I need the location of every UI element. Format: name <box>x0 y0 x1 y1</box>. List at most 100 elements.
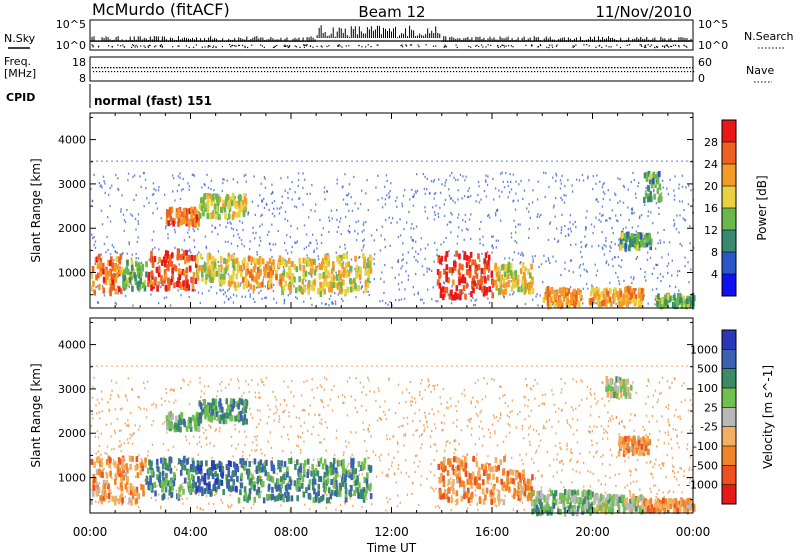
scatter-cell <box>179 172 181 175</box>
scatter-cell <box>647 215 649 218</box>
echo-cell <box>237 281 240 288</box>
nsearch-dot <box>348 45 350 47</box>
freq-dot <box>689 67 691 69</box>
scatter-cell <box>287 294 290 297</box>
scatter-cell <box>373 257 375 261</box>
scatter-cell <box>605 237 607 240</box>
scatter-cell <box>163 296 166 300</box>
scatter-cell <box>568 269 570 273</box>
freq-dot <box>389 67 391 69</box>
scatter-cell <box>539 294 541 297</box>
scatter-cell <box>343 451 345 454</box>
nsearch-dot <box>284 45 286 48</box>
scatter-cell <box>673 414 676 417</box>
echo-cell <box>139 278 143 285</box>
scatter-cell <box>340 297 343 301</box>
range-gate-dot <box>451 160 453 162</box>
freq-dot <box>401 67 403 69</box>
freq-dot <box>359 67 361 69</box>
echo-cell <box>519 268 523 275</box>
echo-cell <box>108 287 112 294</box>
scatter-cell <box>193 239 195 242</box>
scatter-cell <box>591 187 594 191</box>
scatter-cell <box>427 379 430 383</box>
scatter-cell <box>449 477 452 480</box>
scatter-cell <box>101 223 104 226</box>
scatter-cell <box>264 285 266 288</box>
scatter-cell <box>687 261 689 264</box>
echo-cell <box>255 272 258 279</box>
scatter-cell <box>486 462 488 465</box>
scatter-cell <box>412 204 415 207</box>
scatter-cell <box>208 289 210 292</box>
scatter-cell <box>434 427 437 430</box>
scatter-cell <box>564 184 566 188</box>
scatter-cell <box>431 298 433 301</box>
scatter-cell <box>104 191 106 194</box>
scatter-cell <box>233 252 235 256</box>
scatter-cell <box>325 302 327 306</box>
freq-dot <box>584 67 586 69</box>
echo-cell <box>338 288 342 295</box>
scatter-cell <box>673 198 676 201</box>
scatter-cell <box>386 434 388 437</box>
scatter-cell <box>398 298 400 302</box>
freq-dot <box>194 67 196 69</box>
echo-cell <box>281 289 284 296</box>
scatter-cell <box>254 300 256 304</box>
nave-dot <box>114 71 116 73</box>
scatter-cell <box>326 426 328 429</box>
nsearch-dot <box>209 45 211 48</box>
scatter-cell <box>443 282 446 285</box>
scatter-cell <box>95 452 97 455</box>
echo-cell <box>288 269 292 276</box>
scatter-cell <box>427 243 429 246</box>
scatter-cell <box>182 502 184 505</box>
scatter-cell <box>508 431 511 434</box>
nsearch-dot <box>120 45 122 47</box>
echo-cell <box>211 276 214 283</box>
scatter-cell <box>448 220 451 224</box>
scatter-cell <box>464 179 466 182</box>
scatter-cell <box>397 467 399 470</box>
echo-cell <box>567 302 571 309</box>
echo-cell <box>191 209 195 216</box>
echo-cell <box>608 296 612 303</box>
scatter-cell <box>426 177 429 181</box>
scatter-cell <box>105 251 107 254</box>
scatter-cell <box>127 419 129 422</box>
scatter-cell <box>560 273 562 277</box>
scatter-cell <box>254 449 256 452</box>
scatter-cell <box>180 189 183 192</box>
scatter-cell <box>542 171 545 174</box>
echo-cell <box>322 272 325 279</box>
freq-dot <box>221 67 223 69</box>
echo-cell <box>562 295 566 302</box>
nsearch-dot <box>499 46 502 48</box>
scatter-cell <box>464 394 466 397</box>
nsearch-dot <box>539 44 542 46</box>
echo-cell <box>666 293 670 300</box>
scatter-cell <box>682 217 684 220</box>
freq-dot <box>446 67 448 69</box>
scatter-cell <box>499 412 502 415</box>
scatter-cell <box>597 200 599 203</box>
scatter-cell <box>492 246 494 250</box>
scatter-cell <box>117 393 119 397</box>
range-gate-dot <box>241 160 243 162</box>
scatter-cell <box>538 444 540 447</box>
freq-dot <box>488 67 490 69</box>
scatter-cell <box>232 178 235 181</box>
scatter-cell <box>415 225 418 228</box>
scatter-cell <box>630 276 632 279</box>
echo-cell <box>505 273 508 280</box>
freq-dot <box>506 67 508 69</box>
scatter-cell <box>188 235 191 239</box>
nave-dot <box>483 71 485 73</box>
scatter-cell <box>244 173 247 176</box>
scatter-cell <box>687 203 690 206</box>
scatter-cell <box>276 408 279 411</box>
scatter-cell <box>555 260 557 263</box>
scatter-cell <box>208 424 210 427</box>
scatter-cell <box>543 402 545 405</box>
